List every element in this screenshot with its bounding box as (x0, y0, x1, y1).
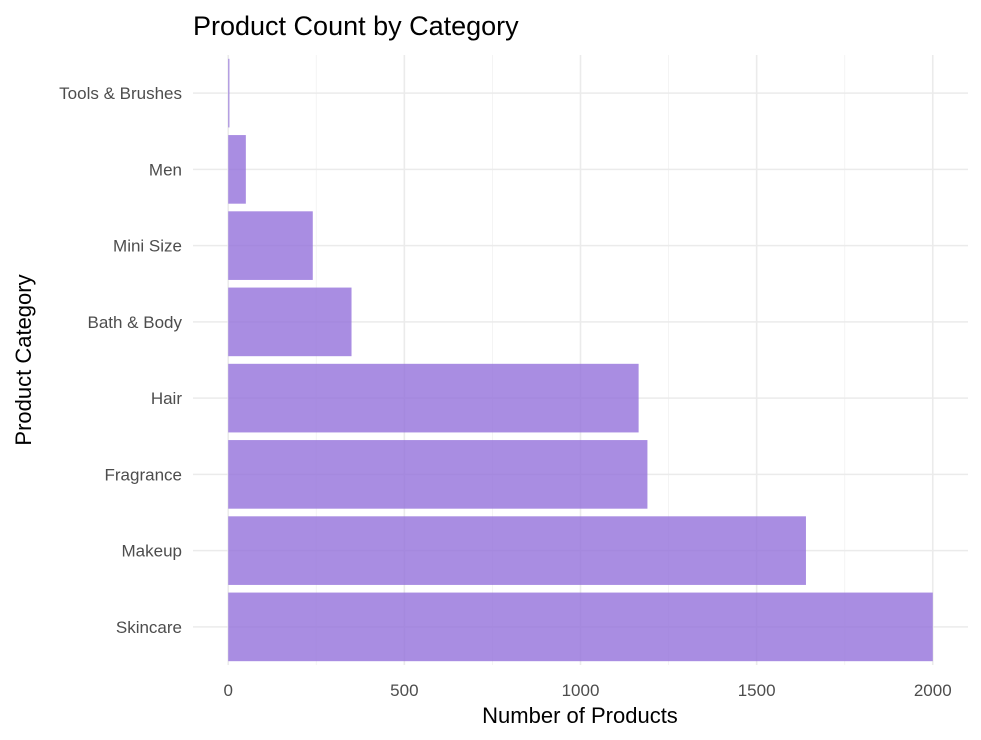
y-tick-label: Tools & Brushes (59, 84, 182, 103)
bar-bath-body (228, 287, 352, 357)
x-axis-title: Number of Products (482, 703, 678, 728)
x-tick-label: 1500 (738, 681, 776, 700)
y-tick-label: Bath & Body (87, 313, 182, 332)
y-tick-label: Hair (151, 389, 183, 408)
y-tick-label: Mini Size (113, 237, 182, 256)
y-tick-label: Skincare (116, 618, 182, 637)
bar-fragrance (228, 440, 648, 509)
y-tick-label: Makeup (122, 542, 182, 561)
chart-title: Product Count by Category (193, 11, 519, 41)
x-tick-label: 0 (223, 681, 232, 700)
bar-mini-size (228, 211, 313, 280)
y-tick-label: Fragrance (105, 465, 182, 484)
bar-hair (228, 363, 639, 433)
y-tick-labels: Skincare Makeup Fragrance Hair Bath & Body Mi… (59, 84, 182, 637)
x-tick-labels: 0 500 1000 1500 2000 (223, 681, 951, 700)
bar-skincare (228, 592, 933, 662)
x-tick-label: 1000 (562, 681, 600, 700)
bar-makeup (228, 516, 806, 585)
y-tick-label: Men (149, 160, 182, 179)
bars (228, 58, 933, 662)
bar-men (228, 135, 246, 204)
bar-tools-brushes (228, 58, 230, 128)
y-axis-title: Product Category (11, 274, 36, 445)
x-tick-label: 500 (390, 681, 418, 700)
x-tick-label: 2000 (914, 681, 952, 700)
